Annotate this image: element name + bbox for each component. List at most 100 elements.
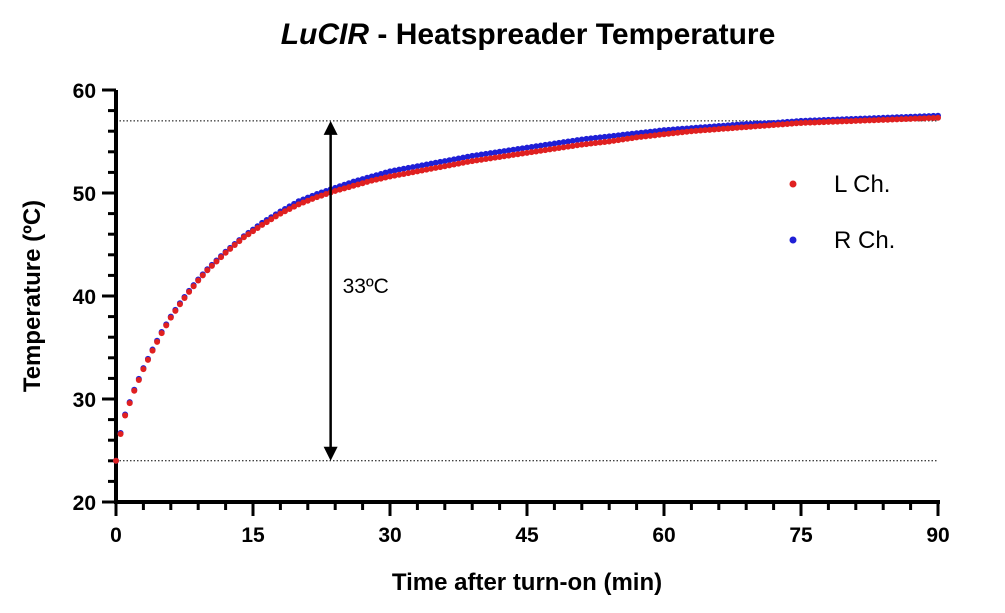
data-point <box>706 126 713 133</box>
x-tick-label: 0 <box>110 524 122 547</box>
y-axis-label: Temperature (ºC) <box>19 200 46 392</box>
x-axis-label: Time after turn-on (min) <box>392 569 662 596</box>
x-tick-label: 15 <box>241 524 265 547</box>
data-point <box>272 213 279 220</box>
legend-marker <box>789 236 797 244</box>
data-point <box>382 174 389 181</box>
data-point <box>396 166 403 173</box>
data-point <box>798 119 804 126</box>
data-point <box>925 115 932 122</box>
data-point <box>788 120 795 127</box>
legend-label: L Ch. <box>834 171 890 198</box>
data-point <box>578 136 585 143</box>
data-point <box>875 117 882 124</box>
data-point <box>167 314 174 321</box>
data-point <box>455 155 462 162</box>
data-point <box>884 116 891 123</box>
data-point <box>656 127 663 134</box>
data-point <box>738 124 745 131</box>
data-point <box>222 249 229 256</box>
data-point <box>501 153 508 160</box>
y-tick-label: 40 <box>73 286 96 309</box>
data-point <box>478 151 485 158</box>
data-point <box>606 133 613 140</box>
data-point <box>752 123 759 130</box>
data-point <box>565 143 572 150</box>
series-l-ch <box>113 114 941 464</box>
data-point <box>683 128 690 135</box>
data-point <box>181 295 188 302</box>
data-point <box>218 254 225 261</box>
data-point <box>428 160 435 167</box>
tick-labels: 0 15 30 45 60 75 90 20 30 40 50 60 <box>73 80 950 547</box>
data-point <box>505 152 512 159</box>
data-point <box>542 147 549 154</box>
data-point <box>514 146 521 153</box>
data-point <box>542 141 549 148</box>
data-point <box>368 173 375 180</box>
data-point <box>245 231 252 238</box>
x-tick-label: 75 <box>789 524 813 547</box>
data-point <box>154 338 161 345</box>
data-point <box>907 115 914 122</box>
data-point <box>418 167 425 174</box>
data-point <box>140 366 147 373</box>
data-point <box>893 116 900 123</box>
data-point <box>743 124 750 131</box>
data-point <box>432 164 439 171</box>
data-point <box>843 118 850 125</box>
data-point <box>437 164 444 171</box>
data-point <box>615 137 622 144</box>
reference-lines <box>116 120 938 462</box>
data-point <box>460 154 467 161</box>
data-point <box>642 129 649 136</box>
data-point <box>482 150 489 157</box>
data-point <box>569 137 576 144</box>
data-point <box>528 143 535 150</box>
data-point <box>350 178 357 185</box>
data-point <box>176 301 183 308</box>
data-point <box>651 128 658 135</box>
data-point <box>729 125 736 132</box>
data-point <box>231 242 238 249</box>
data-point <box>574 137 581 144</box>
data-point <box>450 161 457 168</box>
data-point <box>651 132 658 139</box>
data-point <box>597 139 604 146</box>
data-point <box>688 128 695 135</box>
data-point <box>464 158 471 165</box>
data-point <box>437 158 444 165</box>
data-point <box>551 140 558 147</box>
data-point <box>405 170 412 177</box>
data-point <box>857 117 864 124</box>
data-point <box>587 140 594 147</box>
data-point <box>300 199 307 206</box>
data-point <box>446 157 453 164</box>
data-point <box>149 347 156 354</box>
data-point <box>720 125 727 132</box>
legend: L Ch. R Ch. <box>789 171 895 254</box>
data-point <box>382 169 389 176</box>
data-point <box>619 136 626 143</box>
data-point <box>537 147 544 154</box>
data-point <box>761 122 768 129</box>
data-point <box>204 267 211 274</box>
data-point <box>619 131 626 138</box>
data-point <box>172 307 179 314</box>
data-point <box>286 205 293 212</box>
data-point <box>441 163 448 170</box>
data-point <box>674 129 681 136</box>
x-tick-label: 45 <box>515 524 539 547</box>
data-point <box>487 155 494 162</box>
data-point <box>469 152 476 159</box>
data-point <box>131 387 138 394</box>
data-point <box>510 151 517 158</box>
data-point <box>555 145 562 152</box>
data-point <box>537 142 544 149</box>
data-point <box>359 176 366 183</box>
data-point <box>409 169 416 176</box>
data-point <box>715 126 722 133</box>
data-point <box>313 194 320 201</box>
data-point <box>364 178 371 185</box>
